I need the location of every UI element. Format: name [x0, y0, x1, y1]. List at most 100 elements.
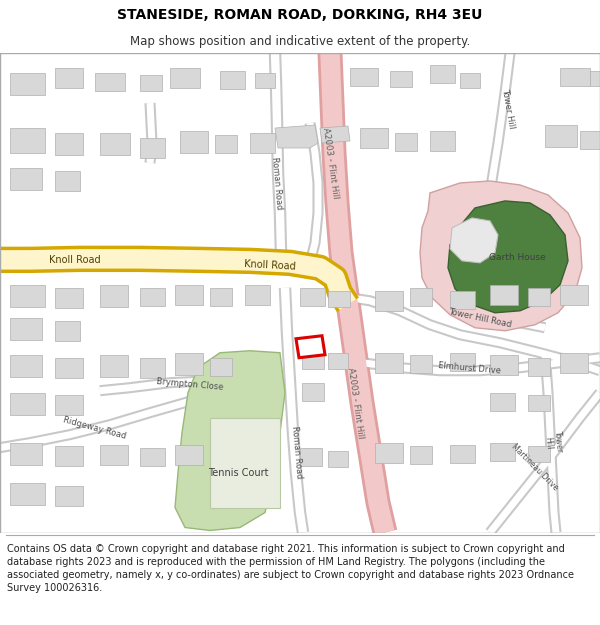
Bar [410, 288, 432, 306]
Bar [375, 291, 403, 311]
Bar [490, 442, 515, 461]
Text: A2003 - Flint Hill: A2003 - Flint Hill [346, 367, 364, 439]
Bar [55, 486, 83, 506]
Bar [175, 444, 203, 464]
Bar [490, 355, 518, 375]
Bar [55, 394, 83, 414]
Bar [175, 285, 203, 305]
Bar [55, 288, 83, 308]
Bar [328, 451, 348, 467]
Bar [210, 357, 232, 376]
Polygon shape [450, 218, 498, 263]
Bar [100, 133, 130, 155]
Bar [450, 291, 475, 309]
Text: A2003 - Flint Hill: A2003 - Flint Hill [320, 127, 340, 199]
Text: STANESIDE, ROMAN ROAD, DORKING, RH4 3EU: STANESIDE, ROMAN ROAD, DORKING, RH4 3EU [118, 8, 482, 22]
Bar [140, 288, 165, 306]
Text: Roman Road: Roman Road [290, 426, 304, 479]
Bar [545, 125, 577, 147]
Polygon shape [296, 336, 325, 357]
Bar [528, 394, 550, 411]
Bar [100, 355, 128, 377]
Text: Tower
Hill: Tower Hill [542, 431, 563, 454]
Polygon shape [175, 351, 285, 531]
Bar [170, 68, 200, 88]
Bar [560, 352, 588, 372]
Polygon shape [420, 181, 582, 331]
Bar [215, 135, 237, 153]
Bar [430, 131, 455, 151]
Bar [375, 352, 403, 372]
Bar [302, 382, 324, 401]
Bar [10, 482, 45, 504]
Bar [580, 131, 600, 149]
Bar [55, 133, 83, 155]
Bar [10, 128, 45, 153]
Bar [560, 285, 588, 305]
Bar [450, 352, 475, 371]
Bar [95, 73, 125, 91]
Bar [410, 355, 432, 372]
Text: Brympton Close: Brympton Close [156, 378, 224, 392]
Bar [302, 351, 324, 369]
Bar [328, 352, 348, 369]
Text: Garth House: Garth House [488, 253, 545, 262]
Text: Contains OS data © Crown copyright and database right 2021. This information is : Contains OS data © Crown copyright and d… [7, 544, 574, 593]
Bar [490, 285, 518, 305]
Bar [100, 444, 128, 464]
Bar [10, 73, 45, 95]
Bar [528, 288, 550, 306]
Bar [55, 446, 83, 466]
Bar [10, 285, 45, 307]
Bar [180, 131, 208, 153]
Bar [55, 68, 83, 88]
Bar [10, 168, 42, 190]
Text: Tower Hill: Tower Hill [500, 88, 516, 129]
Bar [100, 285, 128, 307]
Text: Tower Hill Road: Tower Hill Road [448, 307, 512, 329]
Bar [10, 355, 42, 377]
Bar [490, 392, 515, 411]
Bar [560, 68, 590, 86]
Bar [140, 448, 165, 466]
Polygon shape [320, 126, 350, 143]
Bar [450, 444, 475, 462]
Bar [55, 321, 80, 341]
Text: Map shows position and indicative extent of the property.: Map shows position and indicative extent… [130, 35, 470, 48]
Bar [300, 288, 325, 306]
Text: Knoll Road: Knoll Road [49, 255, 101, 265]
Bar [360, 128, 388, 148]
Polygon shape [448, 201, 568, 312]
Bar [55, 357, 83, 377]
Bar [528, 446, 550, 462]
Text: Roman Road: Roman Road [270, 156, 284, 210]
Text: Knoll Road: Knoll Road [244, 259, 296, 272]
Bar [245, 285, 270, 305]
Bar [350, 68, 378, 86]
Bar [390, 71, 412, 87]
Bar [528, 357, 550, 376]
Text: Ridgeway Road: Ridgeway Road [62, 415, 128, 441]
Bar [140, 75, 162, 91]
Bar [10, 318, 42, 340]
Bar [590, 71, 600, 86]
Text: Martineau Drive: Martineau Drive [510, 442, 560, 493]
Bar [175, 352, 203, 375]
Text: Elmhurst Drive: Elmhurst Drive [438, 361, 502, 376]
Text: Tennis Court: Tennis Court [208, 468, 268, 478]
Bar [140, 138, 165, 158]
Polygon shape [275, 125, 318, 148]
Bar [140, 357, 165, 377]
Bar [55, 171, 80, 191]
Bar [395, 133, 417, 151]
Bar [210, 288, 232, 306]
Bar [250, 133, 275, 153]
Bar [430, 65, 455, 83]
Bar [220, 71, 245, 89]
Bar [328, 291, 350, 307]
Bar [375, 442, 403, 462]
Bar [460, 73, 480, 88]
Bar [10, 442, 42, 464]
Bar [255, 73, 275, 88]
Bar [300, 448, 322, 466]
